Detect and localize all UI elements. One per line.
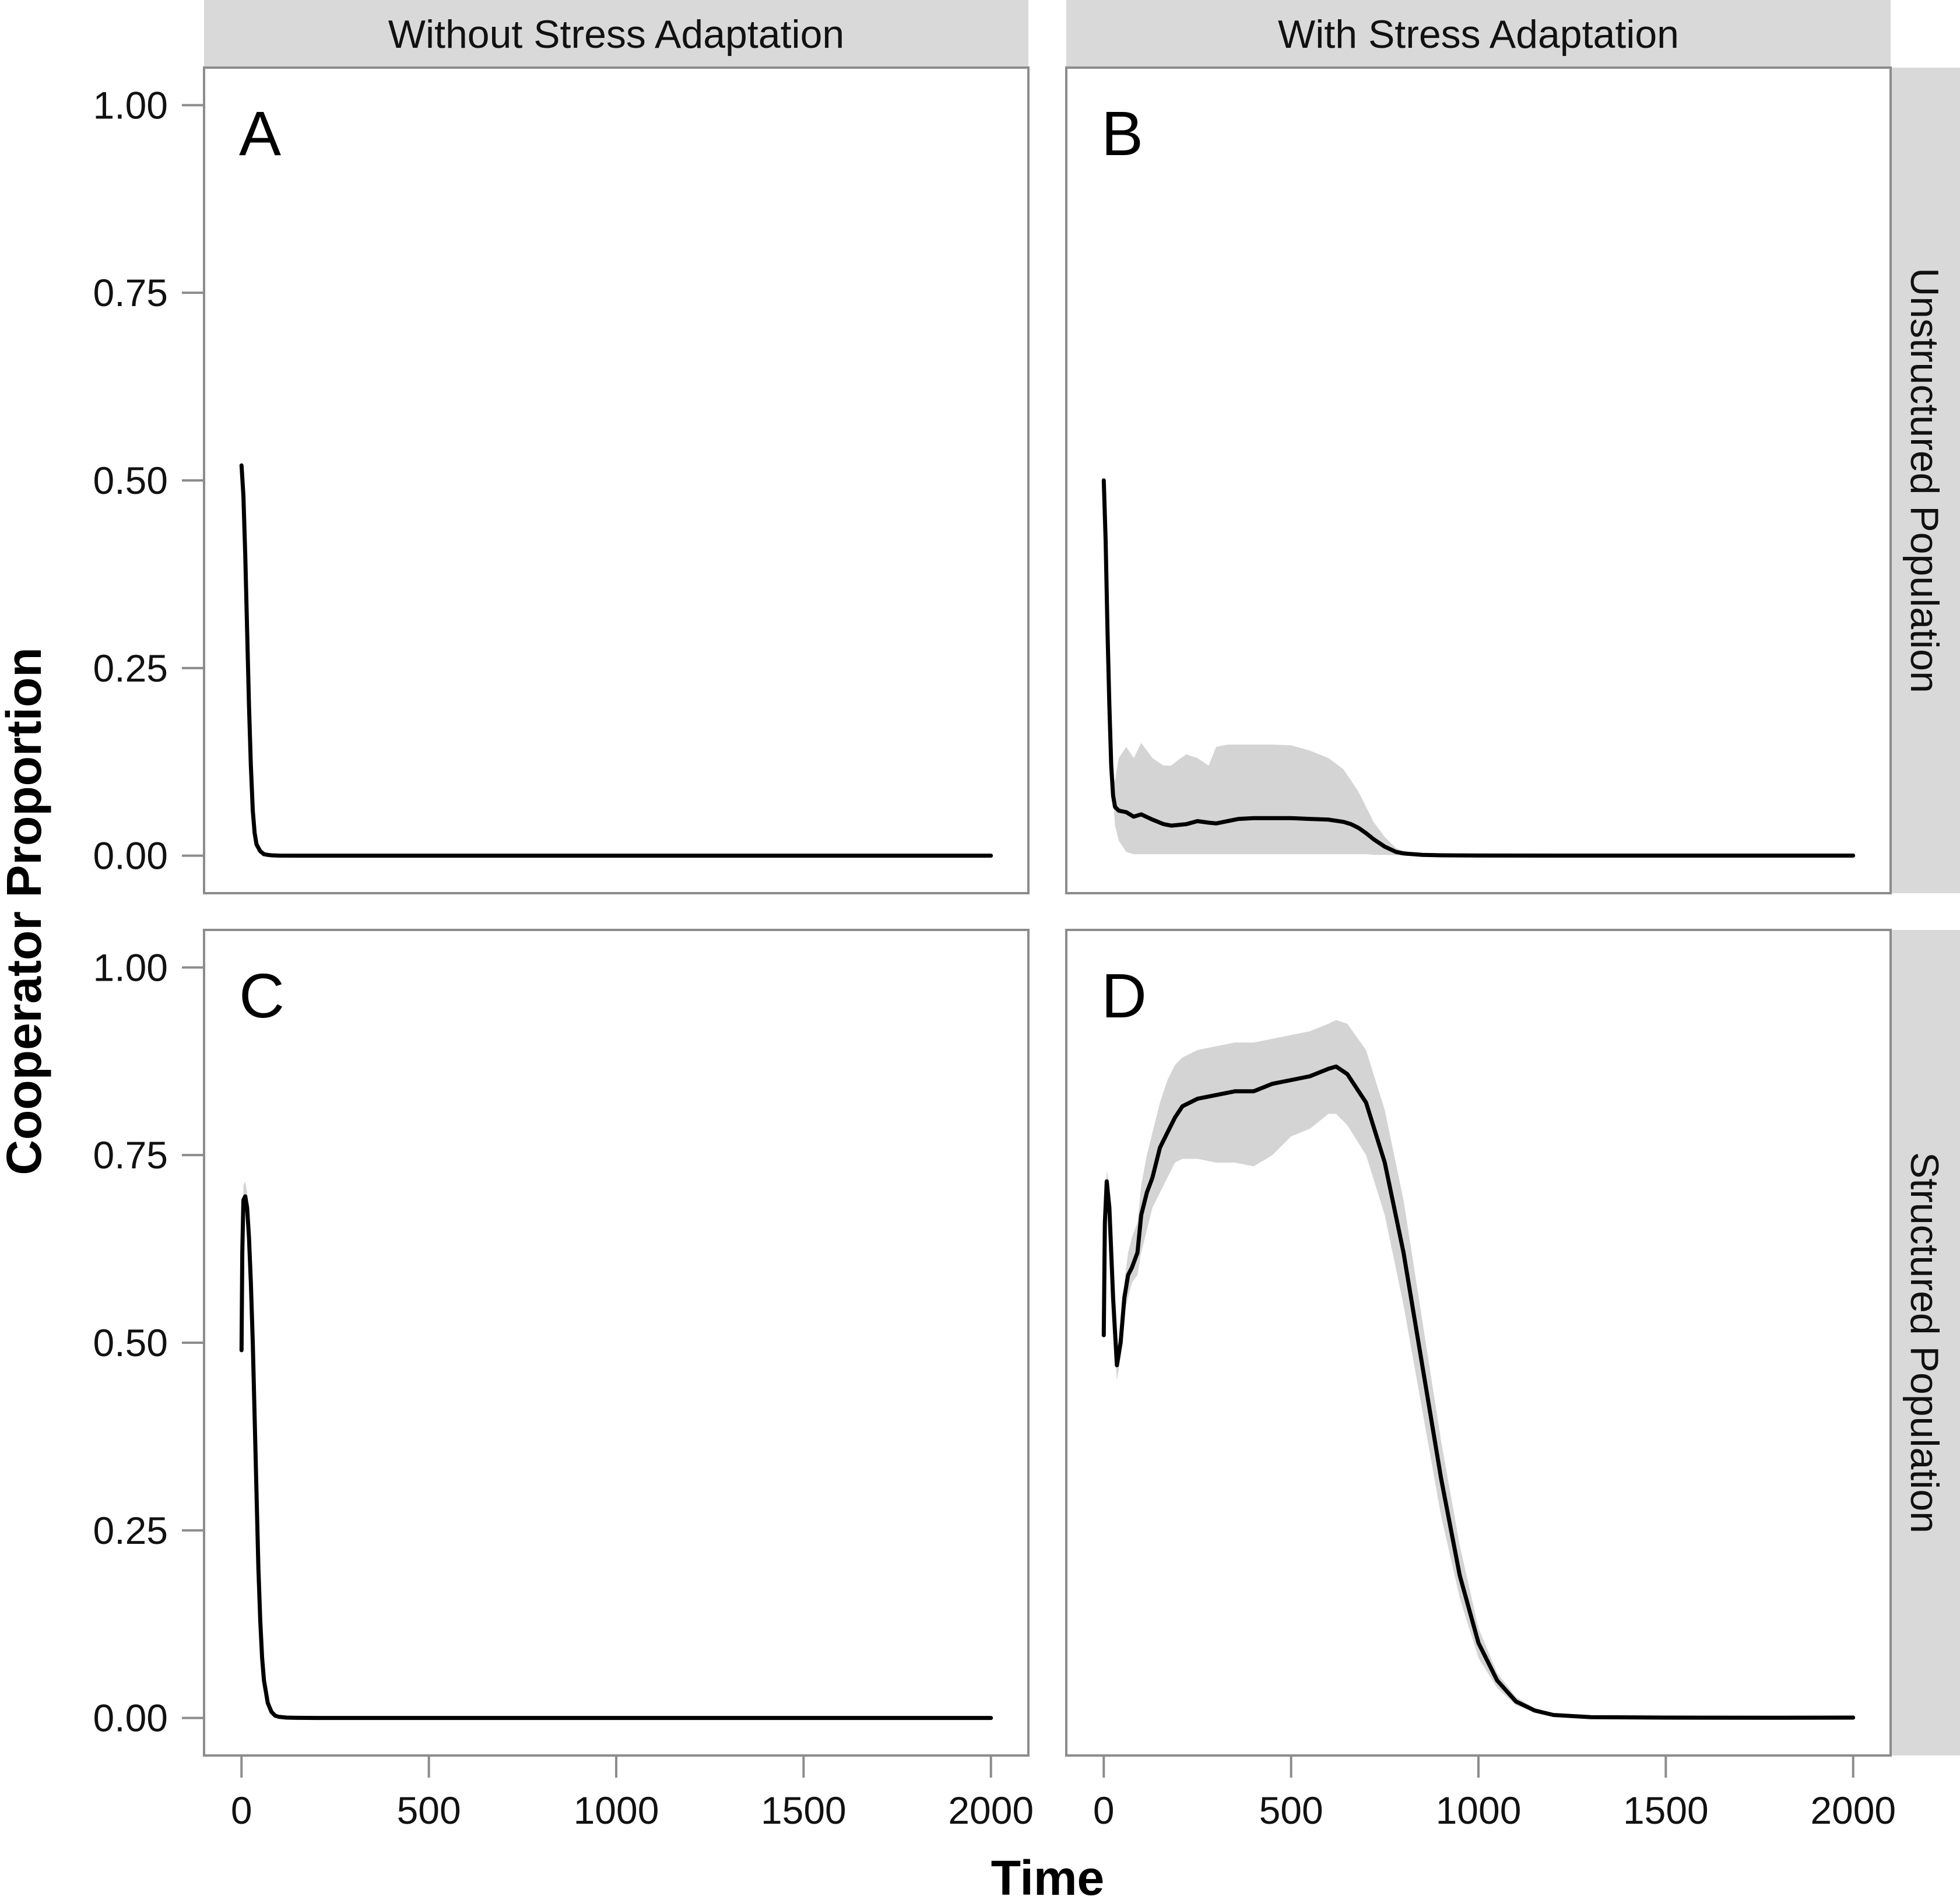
panel-letter: D (1101, 960, 1147, 1031)
y-tick-label: 1.00 (93, 946, 168, 989)
row-strip-bg (1891, 930, 1960, 1755)
panel-d: D (1065, 929, 1892, 1757)
panel-a: A (203, 66, 1030, 894)
x-tick-label: 2000 (948, 1789, 1034, 1832)
y-axis-title: Cooperator Proportion (0, 647, 51, 1175)
y-tick-label: 0.00 (93, 834, 168, 877)
column-strip-bg (1066, 0, 1891, 68)
x-axis-title: Time (991, 1851, 1105, 1903)
column-strip-label-without-stress: Without Stress Adaptation (388, 12, 844, 57)
panel-letter: C (239, 960, 284, 1031)
panel-letter: B (1101, 98, 1143, 168)
x-tick-label: 1500 (1623, 1789, 1709, 1832)
panel-c: C (203, 929, 1030, 1757)
mean-line (1101, 1064, 1856, 1720)
y-axis-bottom-row: 0.00 0.25 0.50 0.75 1.00 (93, 946, 204, 1740)
row-strip-label-structured: Structured Population (1902, 1152, 1947, 1533)
column-strip-without-stress: Without Stress Adaptation (204, 0, 1028, 68)
row-strip-label-unstructured: Unstructured Population (1902, 268, 1947, 693)
mean-line (1101, 478, 1856, 858)
y-tick-label: 0.75 (93, 271, 168, 314)
panel-letter: A (239, 98, 281, 168)
confidence-ribbon (1104, 480, 1853, 856)
row-strip-unstructured: Unstructured Population (1891, 68, 1960, 893)
y-tick-label: 0.00 (93, 1697, 168, 1740)
column-strip-label-with-stress: With Stress Adaptation (1278, 12, 1679, 57)
y-tick-label: 0.25 (93, 1509, 168, 1552)
y-tick-label: 0.50 (93, 1321, 168, 1364)
x-axis-left-column: 0 500 1000 1500 2000 (231, 1755, 1034, 1832)
x-axis-right-column: 0 500 1000 1500 2000 (1093, 1755, 1896, 1832)
x-tick-label: 0 (231, 1789, 252, 1832)
mean-line (239, 463, 993, 858)
mean-line (239, 1194, 993, 1721)
panel-b: B (1065, 66, 1892, 894)
y-tick-label: 0.25 (93, 647, 168, 690)
x-tick-label: 500 (397, 1789, 461, 1832)
x-tick-label: 0 (1093, 1789, 1115, 1832)
x-tick-label: 1500 (761, 1789, 846, 1832)
y-axis-top-row: 0.00 0.25 0.50 0.75 1.00 (93, 83, 204, 877)
x-tick-label: 1000 (574, 1789, 659, 1832)
column-strip-with-stress: With Stress Adaptation (1066, 0, 1891, 68)
row-strip-structured: Structured Population (1891, 930, 1960, 1755)
confidence-ribbon (1104, 1020, 1853, 1718)
x-tick-label: 2000 (1810, 1789, 1896, 1832)
panel-background (1065, 66, 1892, 894)
y-tick-label: 0.75 (93, 1133, 168, 1177)
row-strip-bg (1891, 68, 1960, 893)
x-tick-label: 500 (1259, 1789, 1323, 1832)
y-tick-label: 1.00 (93, 83, 168, 127)
x-tick-label: 1000 (1436, 1789, 1522, 1832)
column-strip-bg (204, 0, 1028, 68)
panel-background (203, 66, 1030, 894)
y-tick-label: 0.50 (93, 459, 168, 502)
panel-background (203, 929, 1030, 1757)
